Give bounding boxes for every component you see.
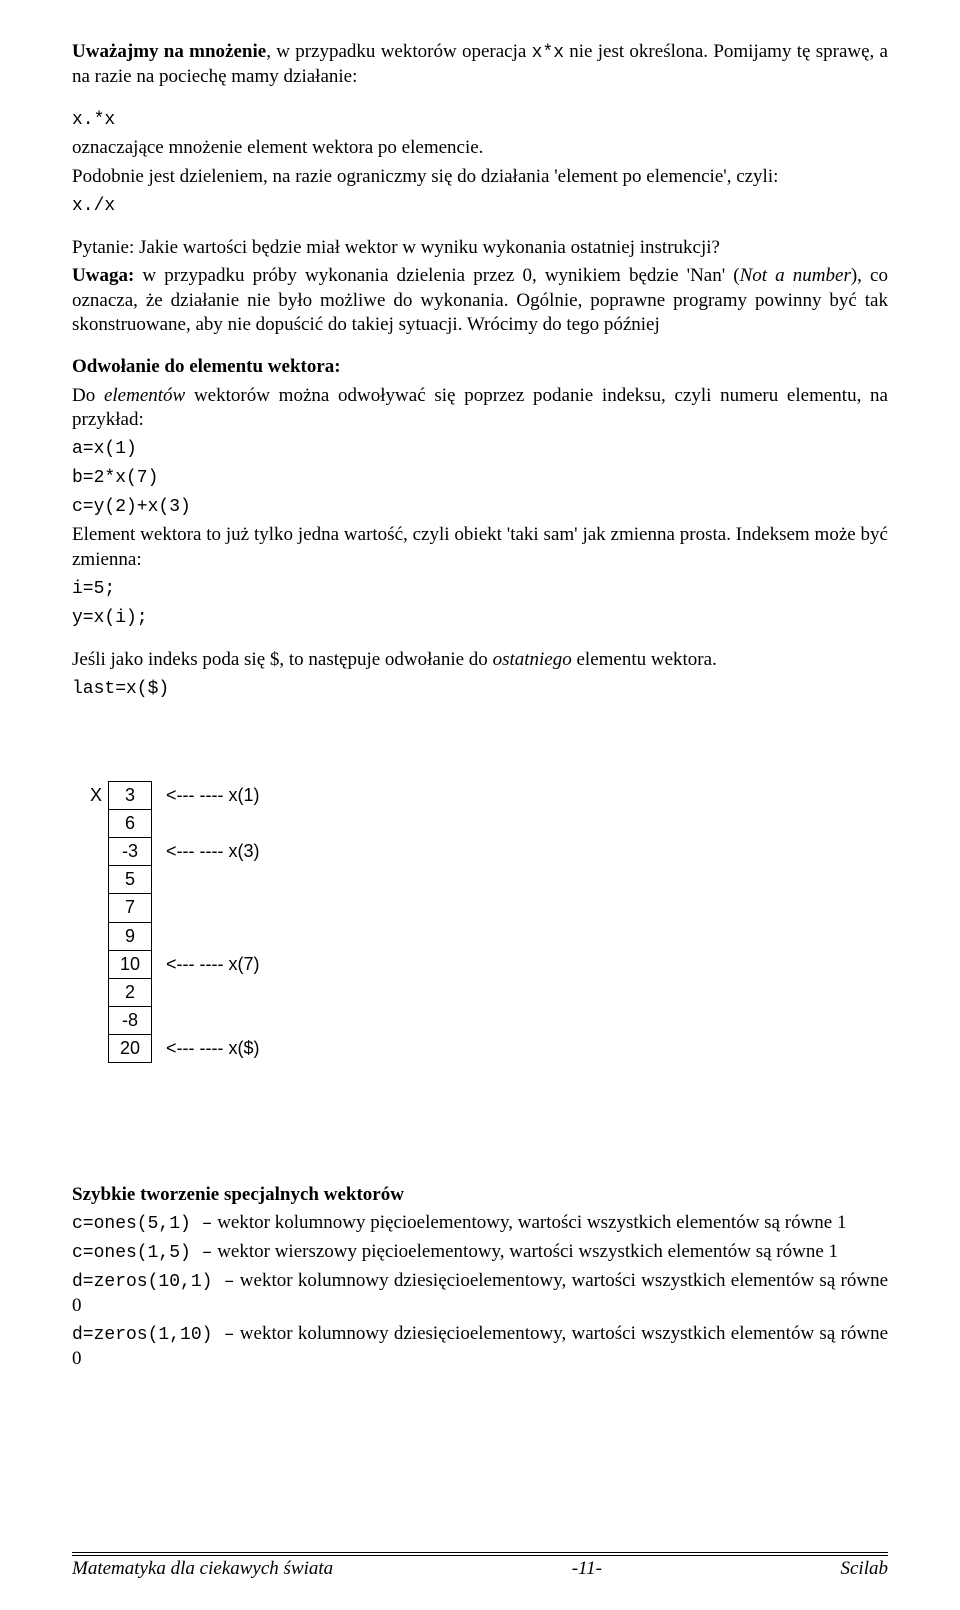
spacer [72, 1103, 888, 1143]
vector-note: <--- ---- x(3) [152, 838, 266, 866]
code-ax1: a=x(1) [72, 439, 137, 459]
vector-cell: 10 [109, 950, 152, 978]
code-line: x./x [72, 193, 888, 218]
footer-right: Scilab [841, 1558, 889, 1580]
code-ones1: c=ones(5,1) – [72, 1214, 212, 1234]
spacer [72, 1063, 888, 1103]
bold-warning: Uwaga: [72, 265, 134, 286]
vector-index-table: X3<--- ---- x(1) 6 -3<--- ---- x(3) 5 7 … [84, 781, 266, 1062]
code-mul: x.*x [72, 110, 115, 130]
vector-note: <--- ---- x(1) [152, 782, 266, 810]
code-last: last=x($) [72, 679, 169, 699]
table-row: 5 [84, 866, 266, 894]
para-mul2: oznaczające mnożenie element wektora po … [72, 136, 888, 160]
vector-cell: 20 [109, 1034, 152, 1062]
table-row: -8 [84, 1006, 266, 1034]
text: w przypadku próby wykonania dzielenia pr… [134, 265, 739, 286]
text: Do [72, 385, 104, 406]
heading-odw: Odwołanie do elementu wektora: [72, 355, 888, 379]
table-row: 7 [84, 894, 266, 922]
heading-szybkie: Szybkie tworzenie specjalnych wektorów [72, 1183, 888, 1207]
bold-heading: Odwołanie do elementu wektora: [72, 356, 341, 377]
vector-cell: 2 [109, 978, 152, 1006]
table-row: X3<--- ---- x(1) [84, 782, 266, 810]
table-row: 20<--- ---- x($) [84, 1034, 266, 1062]
code-line: x.*x [72, 107, 888, 132]
text: wektor kolumnowy pięcioelementowy, warto… [212, 1212, 846, 1233]
italic-elem: elementów [104, 385, 185, 406]
spacer [72, 705, 888, 745]
page-body: Uważajmy na mnożenie, w przypadku wektor… [0, 0, 960, 1372]
code-div: x./x [72, 196, 115, 216]
table-row: -3<--- ---- x(3) [84, 838, 266, 866]
code-i1: i=5; [72, 579, 115, 599]
text: Jeśli jako indeks poda się $, to następu… [72, 649, 493, 670]
vector-cell: 3 [109, 782, 152, 810]
para-div: Podobnie jest dzieleniem, na razie ogran… [72, 165, 888, 189]
vector-cell: -3 [109, 838, 152, 866]
para-zer1: d=zeros(10,1) – wektor kolumnowy dziesię… [72, 1269, 888, 1318]
spacer [72, 1143, 888, 1183]
para-question: Pytanie: Jakie wartości będzie miał wekt… [72, 236, 888, 260]
code-i2: y=x(i); [72, 608, 148, 628]
para-warning: Uwaga: w przypadku próby wykonania dziel… [72, 264, 888, 337]
vector-note: <--- ---- x($) [152, 1034, 266, 1062]
text: wektorów można odwoływać się poprzez pod… [72, 385, 888, 430]
code-line: c=y(2)+x(3) [72, 494, 888, 519]
page-footer: Matematyka dla ciekawych świata -11- Sci… [0, 1552, 960, 1610]
bold-heading: Szybkie tworzenie specjalnych wektorów [72, 1184, 404, 1205]
vector-note: <--- ---- x(7) [152, 950, 266, 978]
code-ax2: b=2*x(7) [72, 468, 158, 488]
para-taki-sam: Element wektora to już tylko jedna warto… [72, 523, 888, 572]
code-line: y=x(i); [72, 605, 888, 630]
table-row: 6 [84, 810, 266, 838]
para-mul: Uważajmy na mnożenie, w przypadku wektor… [72, 40, 888, 89]
code-zer2: d=zeros(1,10) – [72, 1325, 235, 1345]
italic-last: ostatniego [493, 649, 572, 670]
text: wektor wierszowy pięcioelementowy, warto… [212, 1241, 838, 1262]
vector-cell: 5 [109, 866, 152, 894]
footer-rule [72, 1552, 888, 1556]
code-zer1: d=zeros(10,1) – [72, 1272, 235, 1292]
table-row: 9 [84, 922, 266, 950]
para-dollar: Jeśli jako indeks poda się $, to następu… [72, 648, 888, 672]
code-line: last=x($) [72, 676, 888, 701]
vector-cell: -8 [109, 1006, 152, 1034]
table-row: 10<--- ---- x(7) [84, 950, 266, 978]
para-ones1: c=ones(5,1) – wektor kolumnowy pięcioele… [72, 1211, 888, 1236]
para-zer2: d=zeros(1,10) – wektor kolumnowy dziesię… [72, 1322, 888, 1371]
footer-page-number: -11- [572, 1558, 602, 1580]
code-line: a=x(1) [72, 436, 888, 461]
para-odw: Do elementów wektorów można odwoływać si… [72, 384, 888, 433]
inline-code: x*x [532, 43, 564, 63]
vector-cell: 9 [109, 922, 152, 950]
footer-left: Matematyka dla ciekawych świata [72, 1558, 333, 1580]
vector-cell: 6 [109, 810, 152, 838]
code-line: b=2*x(7) [72, 465, 888, 490]
bold-mul: Uważajmy na mnożenie [72, 41, 266, 62]
code-ax3: c=y(2)+x(3) [72, 497, 191, 517]
para-ones2: c=ones(1,5) – wektor wierszowy pięcioele… [72, 1240, 888, 1265]
table-row: 2 [84, 978, 266, 1006]
vector-name: X [84, 782, 109, 810]
vector-cell: 7 [109, 894, 152, 922]
text: elementu wektora. [572, 649, 717, 670]
italic-nan: Not a number [740, 265, 851, 286]
code-ones2: c=ones(1,5) – [72, 1243, 212, 1263]
code-line: i=5; [72, 576, 888, 601]
text: , w przypadku wektorów operacja [266, 41, 531, 62]
